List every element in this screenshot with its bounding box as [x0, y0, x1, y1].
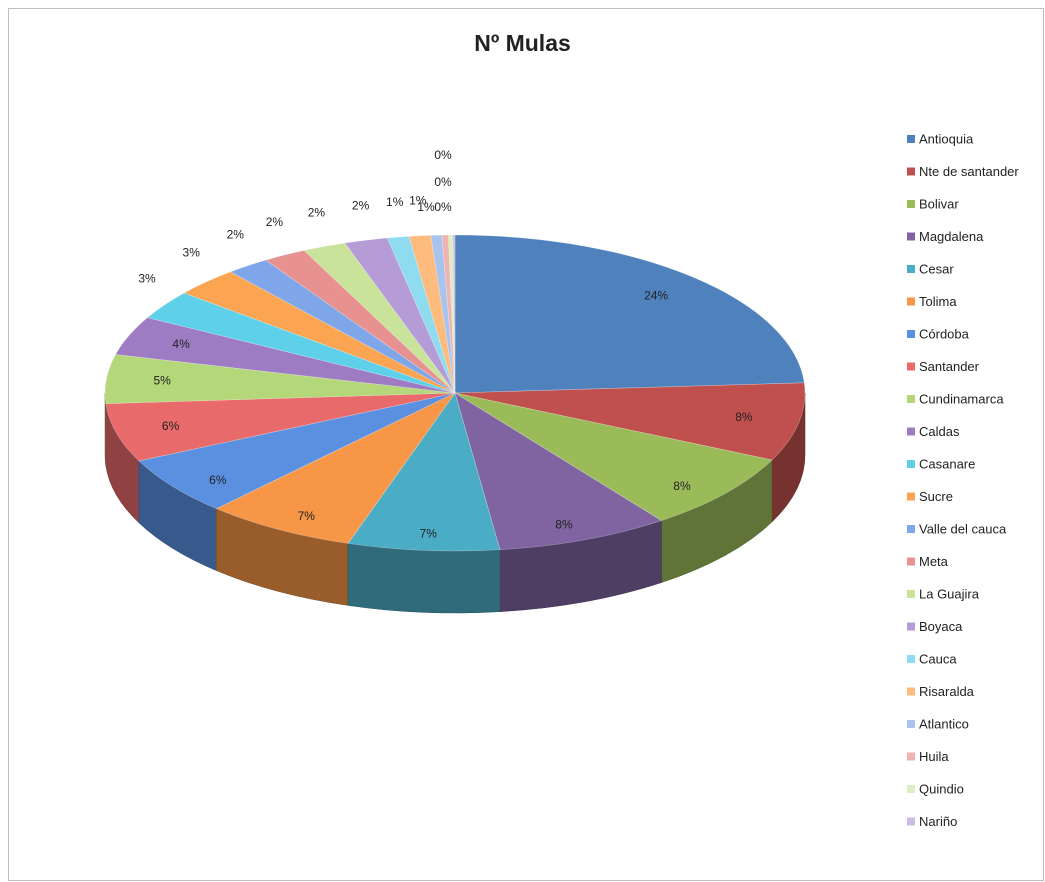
data-label: 7%	[298, 509, 316, 523]
data-label: 8%	[555, 518, 573, 532]
legend-entry: Córdoba	[919, 327, 970, 342]
data-label: 6%	[209, 473, 227, 487]
data-label: 24%	[644, 288, 668, 302]
legend-entry: Casanare	[919, 457, 975, 472]
legend-swatch	[907, 720, 915, 728]
pie-slice-meta	[265, 250, 456, 394]
legend-entry: Cundinamarca	[919, 392, 1004, 407]
legend-swatch	[907, 752, 915, 761]
legend-entry: Cauca	[919, 652, 957, 667]
legend-entry: Nte de santander	[919, 164, 1019, 179]
pie-slice-valle-del-cauca	[229, 259, 456, 394]
legend-entry: Huila	[919, 749, 949, 764]
legend-swatch	[907, 655, 915, 663]
data-label: 8%	[735, 410, 753, 424]
pie-slice-magdalena	[454, 392, 663, 551]
legend-entry: Quindio	[919, 782, 964, 797]
pie-slice-caldas	[115, 317, 456, 394]
data-label: 1%	[409, 194, 427, 208]
legend-swatch	[907, 232, 915, 241]
pie-slice-santander	[105, 392, 456, 462]
pie-slice-casanare	[146, 292, 456, 394]
data-label: 2%	[266, 215, 284, 229]
legend-swatch	[907, 265, 915, 273]
legend-entry: Cesar	[919, 262, 954, 277]
pie-slice-risaralda	[408, 235, 456, 394]
pie-slice-side	[138, 460, 217, 571]
legend-swatch	[907, 687, 915, 696]
pie-slice-cundinamarca	[104, 354, 456, 404]
data-label: 3%	[183, 246, 201, 260]
data-label: 0%	[434, 175, 452, 189]
legend-swatch	[907, 135, 915, 143]
legend-entry: Antioquia	[919, 132, 974, 147]
legend: Antioquia Nte de santander Bolivar Magdalen…	[907, 132, 1019, 829]
data-label: 1%	[417, 200, 435, 214]
legend-swatch	[907, 362, 915, 371]
legend-swatch	[907, 817, 915, 826]
data-label: 2%	[227, 227, 245, 241]
data-label: 1%	[386, 195, 404, 209]
legend-entry: Caldas	[919, 424, 960, 439]
legend-swatch	[907, 200, 915, 208]
data-label: 2%	[352, 199, 370, 213]
legend-entry: Valle del cauca	[919, 522, 1007, 537]
legend-entry: Tolima	[919, 294, 957, 309]
legend-entry: Sucre	[919, 489, 953, 504]
data-label: 0%	[434, 200, 452, 214]
pie-slice-nari-o	[452, 234, 456, 394]
legend-entry: Magdalena	[919, 229, 984, 244]
pie-slice-tolima	[215, 392, 456, 544]
legend-entry: Bolivar	[919, 197, 959, 212]
legend-entry: Risaralda	[919, 684, 975, 699]
legend-entry: Nariño	[919, 814, 957, 829]
pie-slice-nte-de-santander	[454, 382, 806, 461]
legend-entry: La Guajira	[919, 587, 980, 602]
pie-slice-cesar	[347, 392, 501, 552]
data-label: 2%	[308, 206, 326, 220]
pie-slices	[104, 234, 806, 614]
data-label: 6%	[162, 419, 180, 433]
data-label: 8%	[673, 479, 691, 493]
legend-swatch	[907, 492, 915, 501]
legend-swatch	[907, 395, 915, 403]
legend-entry: Santander	[919, 359, 980, 374]
chart-title: Nº Mulas	[474, 30, 571, 56]
pie-slice-la-guajira	[303, 242, 456, 394]
data-label: 4%	[172, 337, 190, 351]
pie-slice-boyaca	[344, 237, 456, 394]
pie-slice-c-rdoba	[138, 392, 456, 509]
pie-slice-atlantico	[430, 234, 456, 394]
pie-slice-sucre	[183, 271, 456, 394]
legend-swatch	[907, 557, 915, 566]
pie-slice-side	[347, 543, 501, 614]
legend-entry: Meta	[919, 554, 949, 569]
pie-slice-antioquia	[454, 234, 805, 394]
legend-swatch	[907, 785, 915, 793]
legend-swatch	[907, 460, 915, 468]
pie-slice-bolivar	[454, 392, 773, 521]
legend-swatch	[907, 427, 915, 436]
data-label: 7%	[420, 527, 438, 541]
pie-slice-cauca	[386, 236, 456, 394]
data-label: 3%	[138, 272, 156, 286]
legend-swatch	[907, 297, 915, 306]
pie-slice-huila	[441, 234, 456, 394]
legend-swatch	[907, 590, 915, 598]
data-labels: 24%8%8%8%7%7%6%6%5%4%3%3%2%2%2%2% 1% 1%1%0…	[138, 148, 753, 540]
pie-slice-side	[105, 403, 140, 524]
data-label: 0%	[434, 148, 452, 162]
legend-swatch	[907, 525, 915, 533]
legend-entry: Boyaca	[919, 619, 963, 634]
pie-slice-quindio	[448, 234, 456, 394]
legend-swatch	[907, 167, 915, 176]
data-label: 5%	[154, 373, 172, 387]
legend-swatch	[907, 622, 915, 631]
legend-swatch	[907, 330, 915, 338]
legend-entry: Atlantico	[919, 717, 969, 732]
